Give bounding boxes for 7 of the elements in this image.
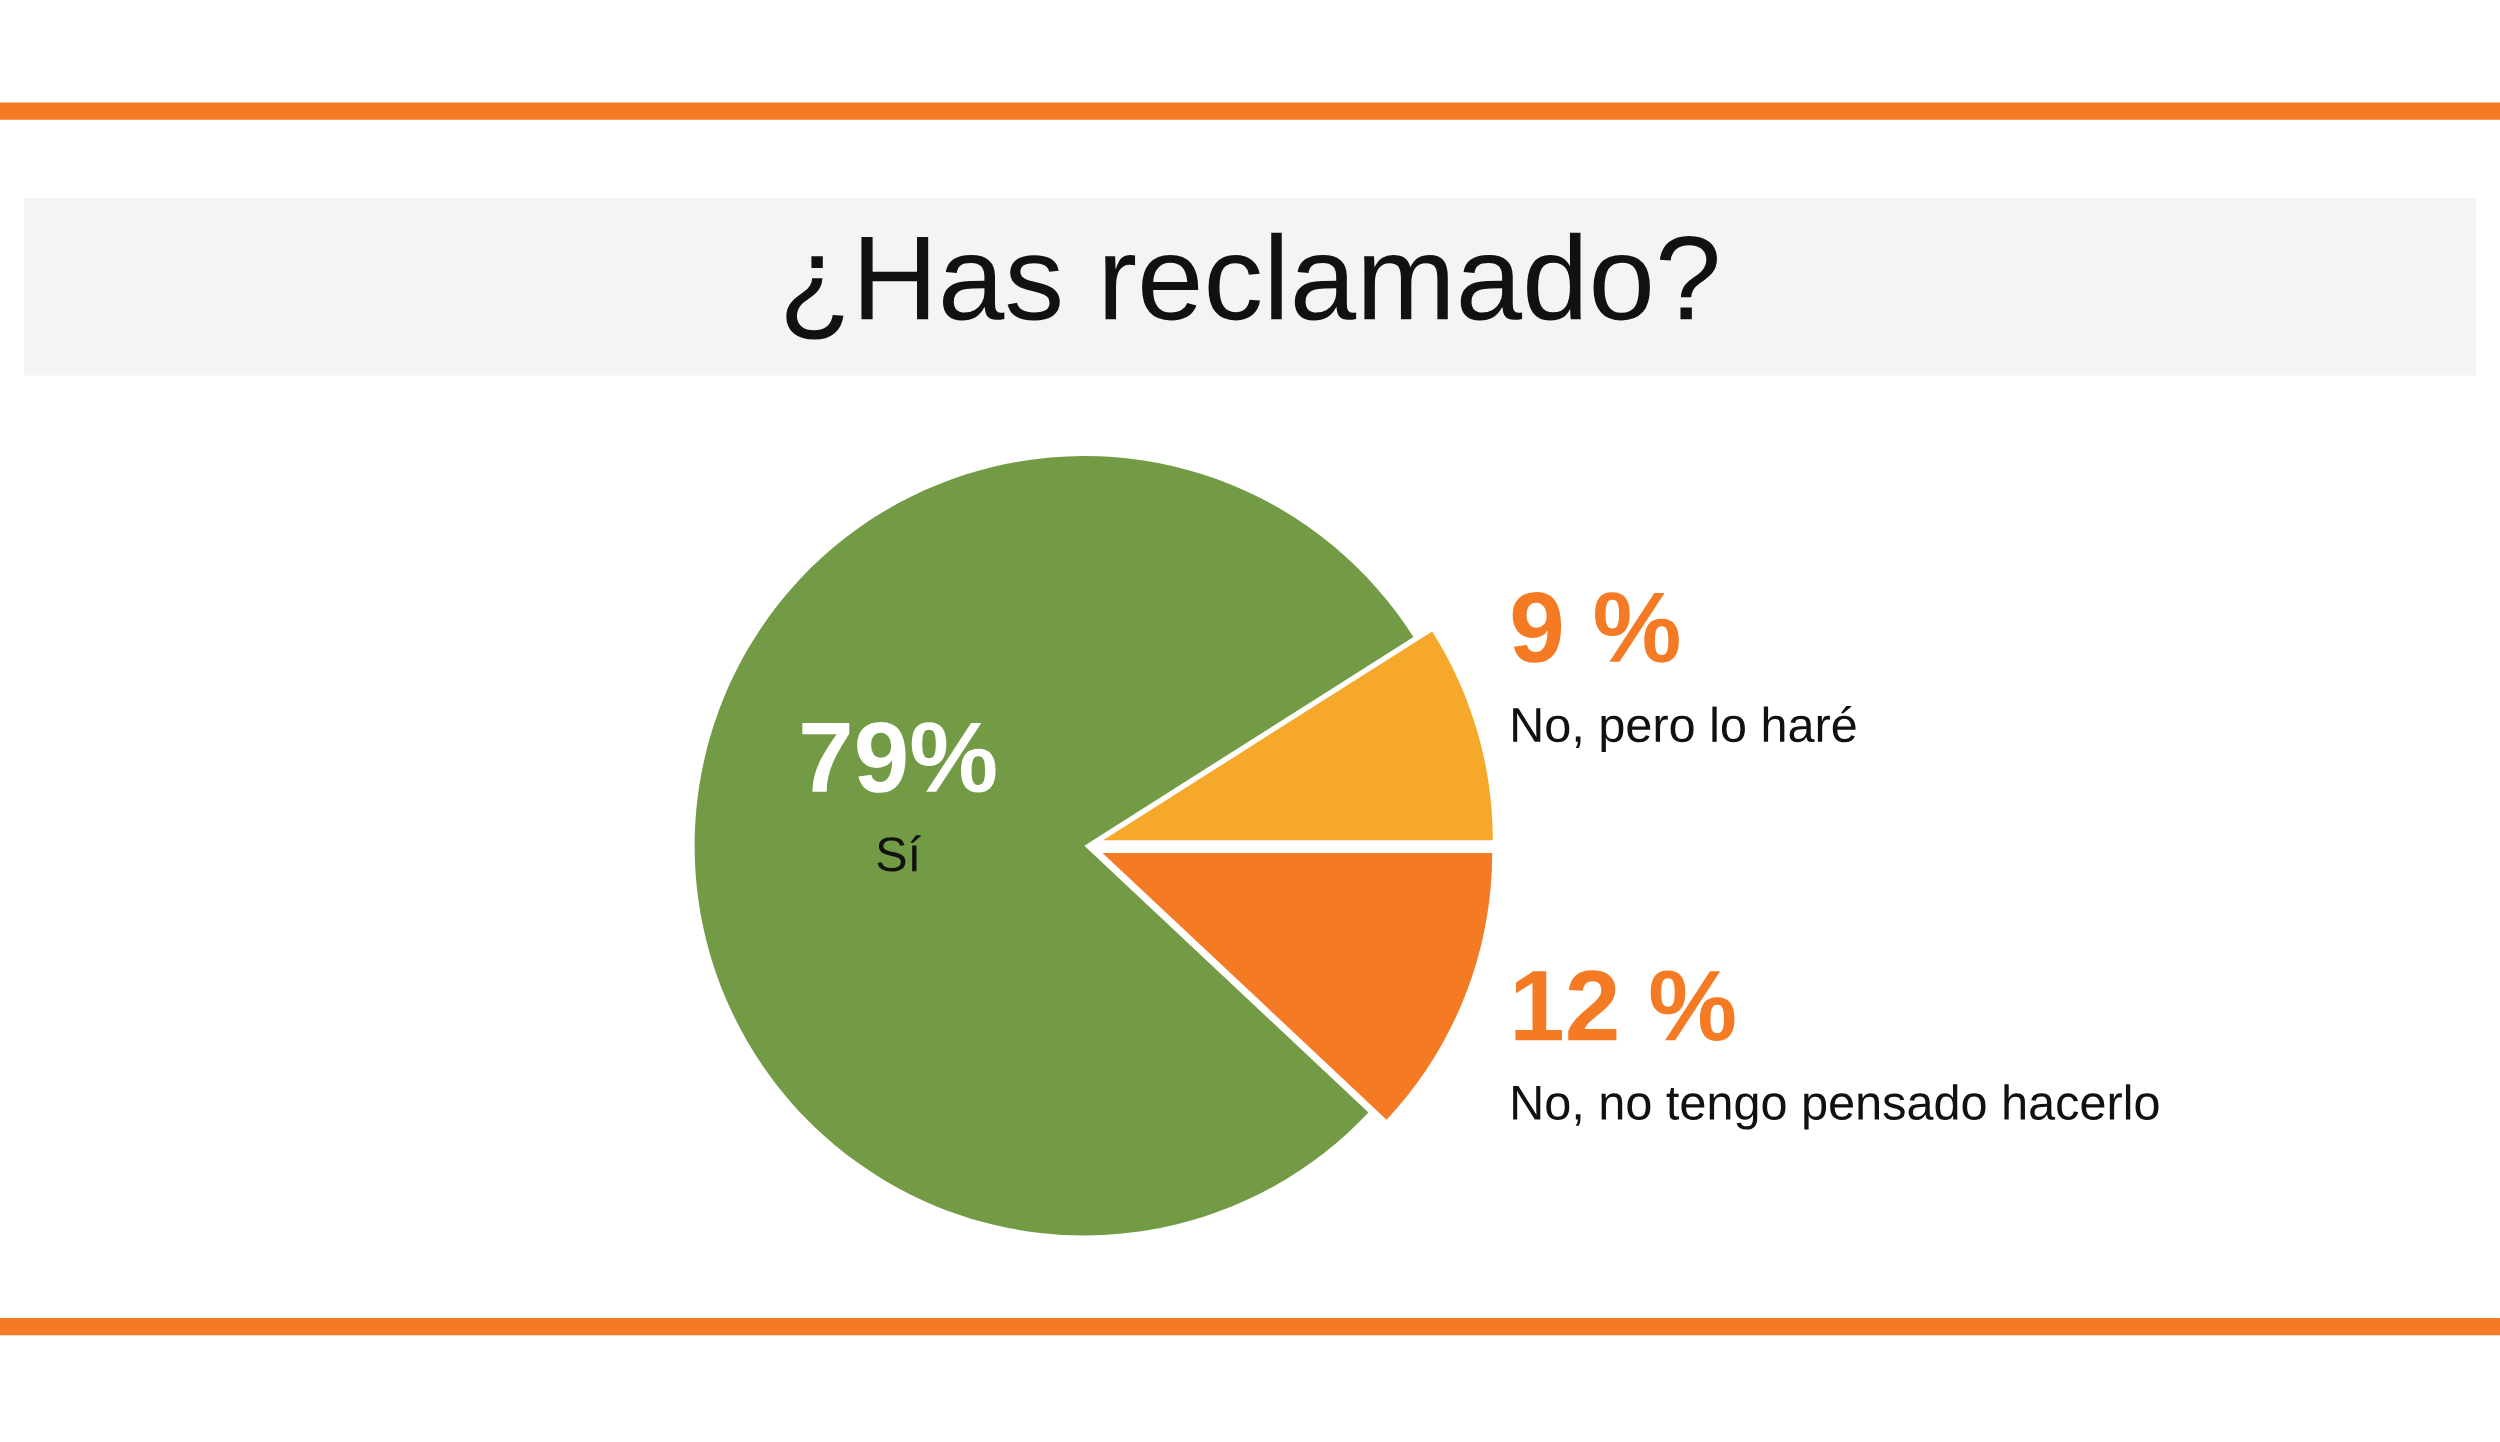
slice-label: No, pero lo haré [1513,706,1856,752]
slice-label: Sí [877,835,921,872]
data-label: 9 % [1512,592,1679,663]
chart-title: ¿Has reclamado? [786,232,1717,340]
data-label: 79% [802,721,996,793]
data-label: 12 % [1515,970,1735,1041]
slice-label: No, no tengo pensado hacerlo [1513,1084,2159,1130]
